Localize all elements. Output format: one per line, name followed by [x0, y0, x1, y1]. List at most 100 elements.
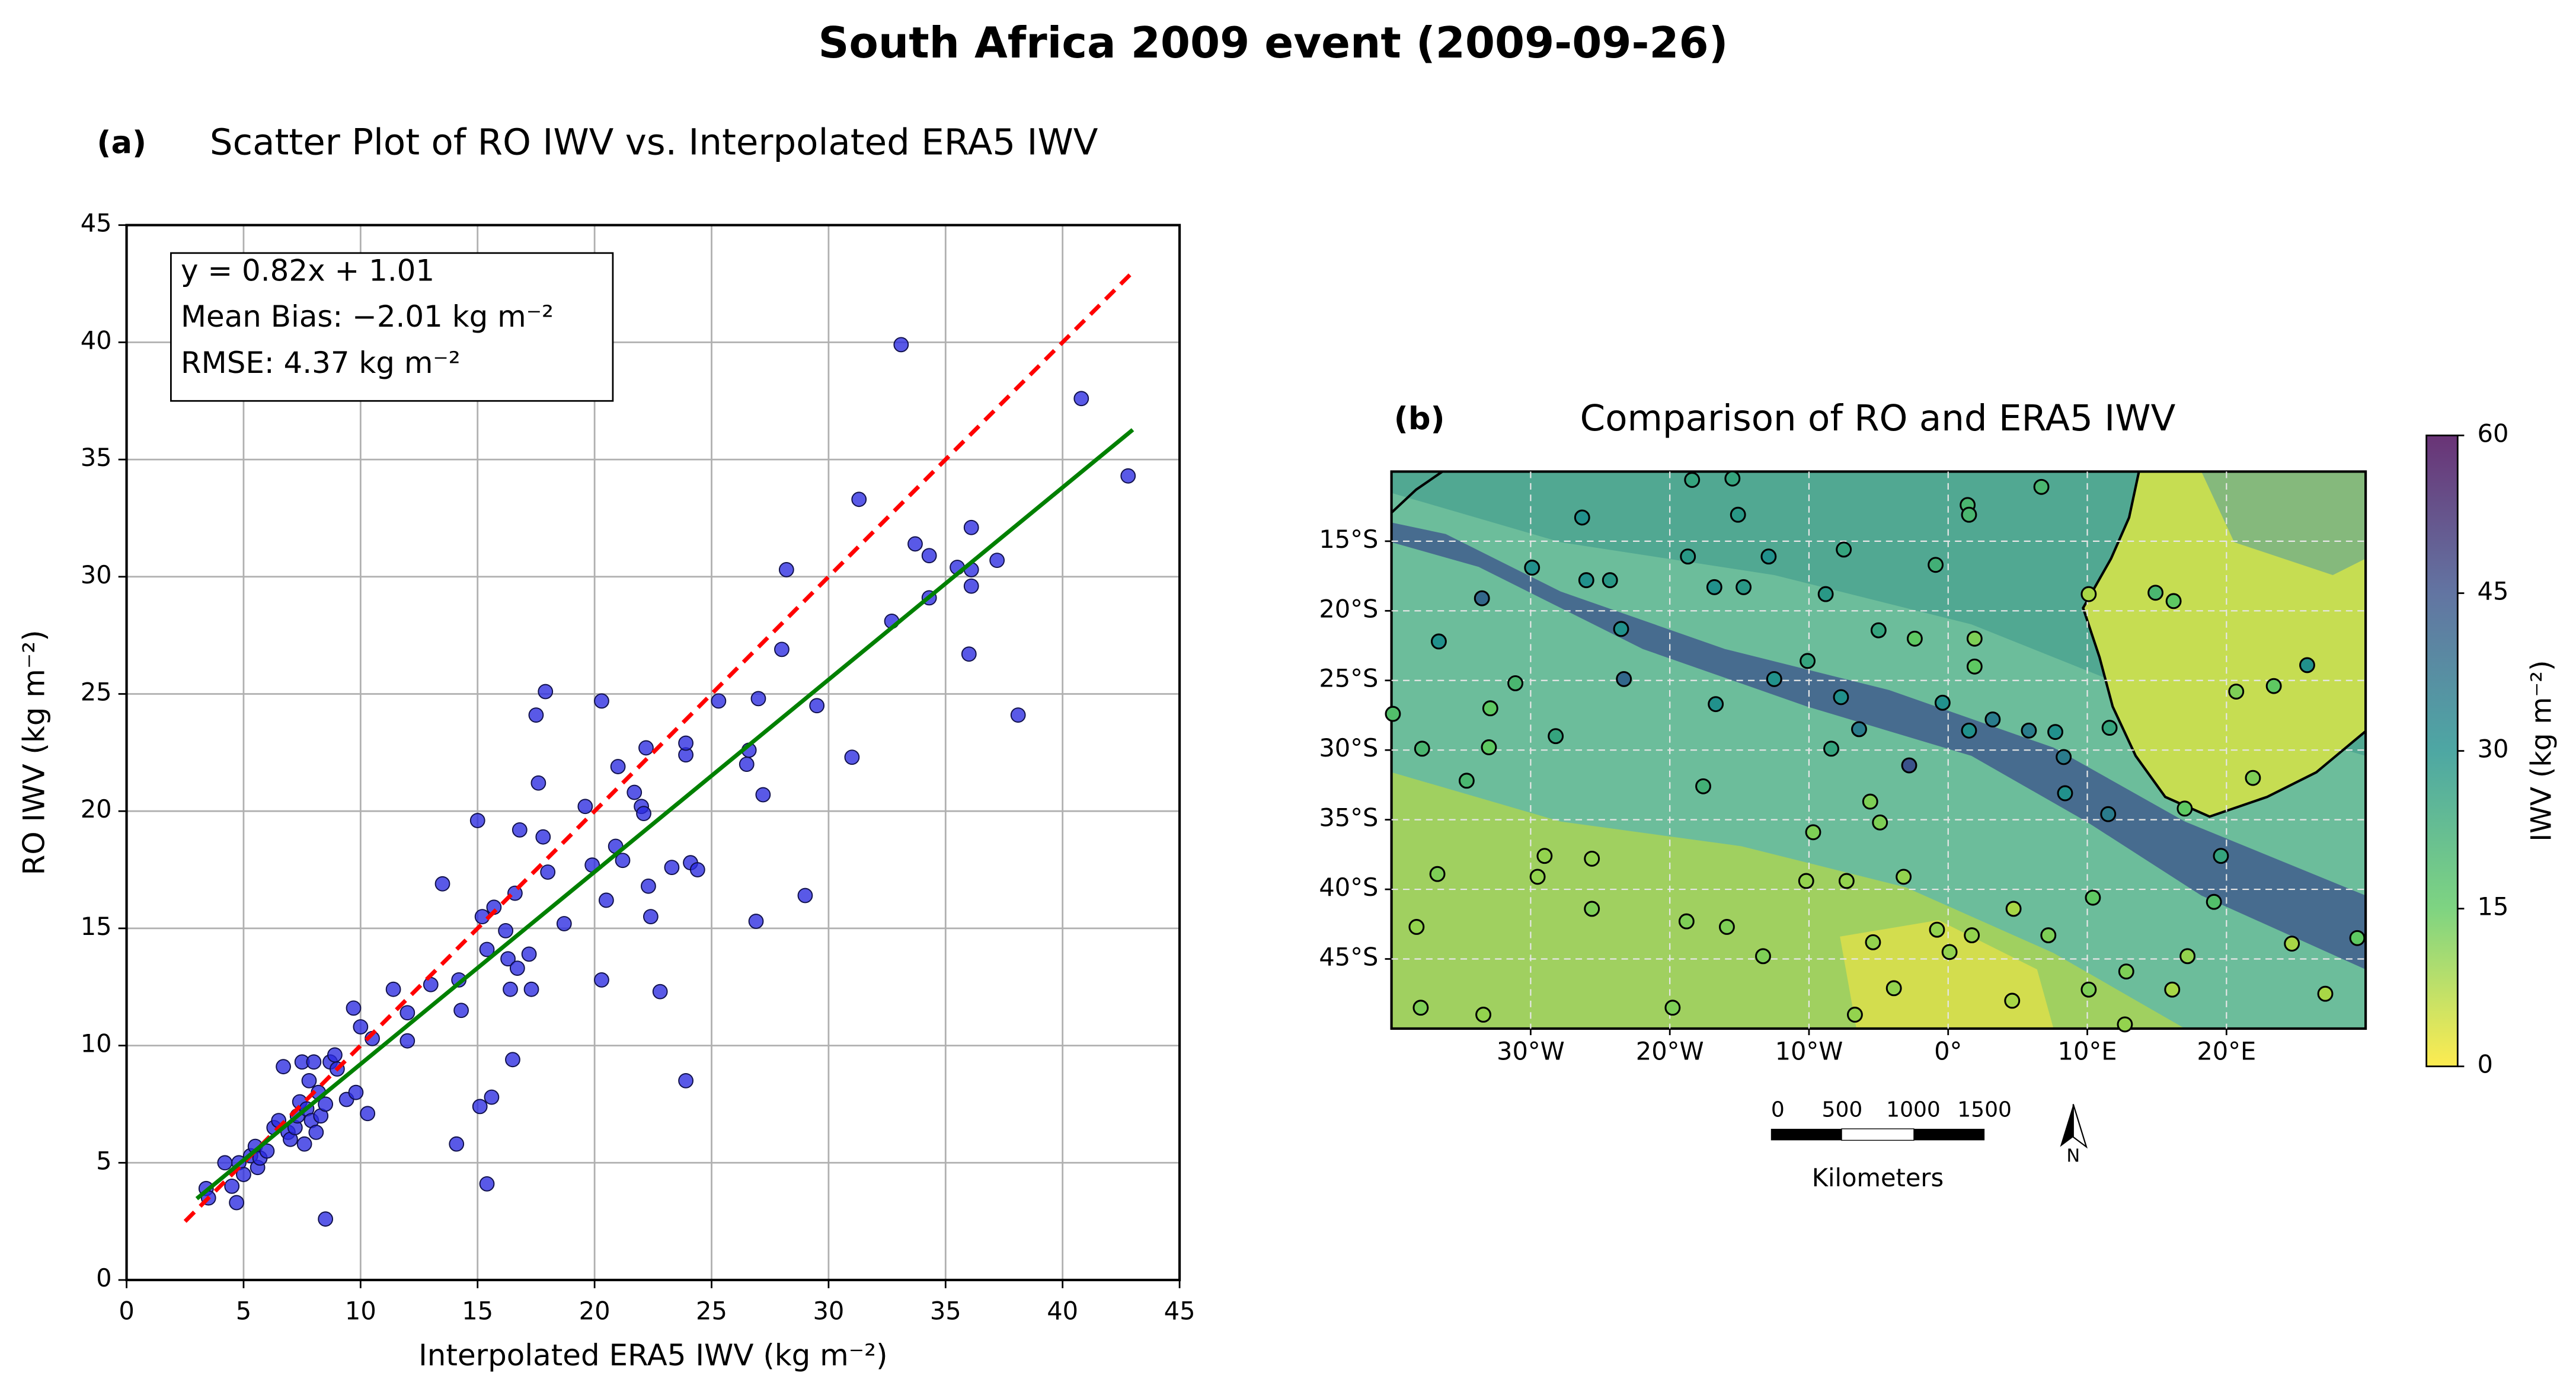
x-tick-label: 25 — [696, 1296, 727, 1325]
station-point — [1823, 740, 1839, 757]
north-arrow — [2072, 1104, 2088, 1149]
station-point — [2080, 586, 2097, 602]
station-point — [1941, 944, 1958, 960]
y-tick-label: 10 — [81, 1029, 112, 1058]
scatter-point — [503, 981, 518, 997]
scatter-point — [851, 491, 867, 507]
colorbar-tick-label: 60 — [2478, 419, 2509, 448]
x-tick-label: 30°W — [1497, 1037, 1565, 1066]
scatter-point — [610, 759, 626, 774]
station-point — [1805, 824, 1821, 841]
station-point — [1896, 869, 1912, 885]
scatter-point — [224, 1178, 240, 1194]
station-point — [1836, 541, 1852, 558]
scatter-point — [472, 1099, 488, 1115]
station-point — [2040, 927, 2057, 944]
scatter-point — [385, 981, 401, 997]
station-point — [1529, 869, 1546, 885]
station-point — [1414, 740, 1430, 757]
scatter-point — [615, 853, 631, 869]
scatter-point — [594, 693, 609, 709]
station-point — [1718, 919, 1735, 935]
station-point — [1385, 706, 1401, 722]
scatter-point — [217, 1155, 233, 1171]
y-tick-label: 15°S — [1319, 525, 1378, 554]
station-point — [1901, 757, 1917, 774]
annotation: RMSE: 4.37 kg m⁻² — [181, 346, 461, 380]
station-point — [1817, 586, 1834, 602]
station-point — [1851, 721, 1867, 738]
station-point — [1800, 653, 1816, 669]
x-axis-label: Interpolated ERA5 IWV (kg m⁻²) — [418, 1338, 887, 1372]
station-point — [2021, 722, 2037, 739]
scatter-point — [449, 1136, 465, 1152]
x-tick-label: 20 — [579, 1296, 611, 1325]
station-point — [1481, 739, 1497, 755]
scatter-point — [500, 951, 516, 967]
scatter-point — [498, 922, 513, 938]
scatter-point — [1073, 391, 1089, 407]
scatter-point — [893, 337, 909, 353]
scatter-point — [259, 1143, 275, 1159]
station-point — [1578, 572, 1594, 589]
station-point — [1678, 913, 1695, 930]
station-point — [2057, 785, 2073, 802]
y-axis-label: RO IWV (kg m⁻²) — [17, 630, 52, 875]
scatter-point — [236, 1167, 251, 1182]
station-point — [2118, 963, 2134, 980]
station-point — [1798, 873, 1814, 889]
scatter-point — [778, 562, 794, 577]
scatter-point — [664, 860, 680, 875]
station-point — [2179, 948, 2196, 965]
station-point — [1684, 472, 1701, 488]
station-point — [1928, 557, 1944, 573]
station-point — [1730, 506, 1746, 523]
scatter-point — [469, 813, 485, 828]
station-point — [1524, 560, 1541, 576]
scatter-point — [797, 888, 813, 904]
scatter-point — [360, 1106, 376, 1122]
scatter-point — [479, 1176, 495, 1192]
panel-label: (a) — [97, 125, 146, 161]
station-point — [2005, 901, 2022, 917]
scatter-point — [1010, 707, 1026, 723]
scatter-point — [963, 578, 979, 594]
station-point — [1838, 873, 1855, 889]
station-point — [1475, 1007, 1492, 1023]
station-point — [1708, 696, 1724, 713]
station-point — [1906, 630, 1923, 647]
station-point — [1961, 722, 1977, 739]
station-point — [2164, 981, 2181, 998]
station-point — [1664, 1000, 1681, 1016]
scatter-point — [755, 787, 771, 803]
y-tick-label: 0 — [96, 1263, 111, 1292]
scatter-point — [844, 749, 860, 765]
station-point — [2004, 992, 2021, 1009]
station-point — [2265, 678, 2282, 694]
y-tick-label: 40 — [81, 325, 112, 355]
scatter-point — [809, 698, 825, 714]
y-tick-label: 30 — [81, 560, 112, 589]
figure-title: South Africa 2009 event (2009-09-26) — [819, 18, 1728, 68]
y-tick-label: 20 — [81, 794, 112, 823]
station-point — [1766, 671, 1782, 687]
station-point — [2117, 1016, 2133, 1033]
y-tick-label: 35 — [81, 443, 112, 472]
station-point — [1872, 814, 1888, 831]
station-point — [1885, 980, 1902, 997]
scatter-point — [989, 553, 1005, 569]
scatter-point — [296, 1136, 312, 1152]
scatter-point — [512, 822, 528, 838]
scale-bar-tick-label: 500 — [1822, 1098, 1863, 1122]
station-point — [2033, 478, 2050, 495]
station-point — [1412, 1000, 1429, 1016]
station-point — [1613, 621, 1629, 637]
annotation-box — [170, 252, 614, 402]
station-point — [1474, 590, 1490, 606]
station-point — [1833, 689, 1849, 706]
x-tick-label: 15 — [462, 1296, 493, 1325]
scatter-point — [961, 646, 977, 662]
station-point — [1680, 548, 1696, 565]
scatter-point — [509, 960, 525, 976]
